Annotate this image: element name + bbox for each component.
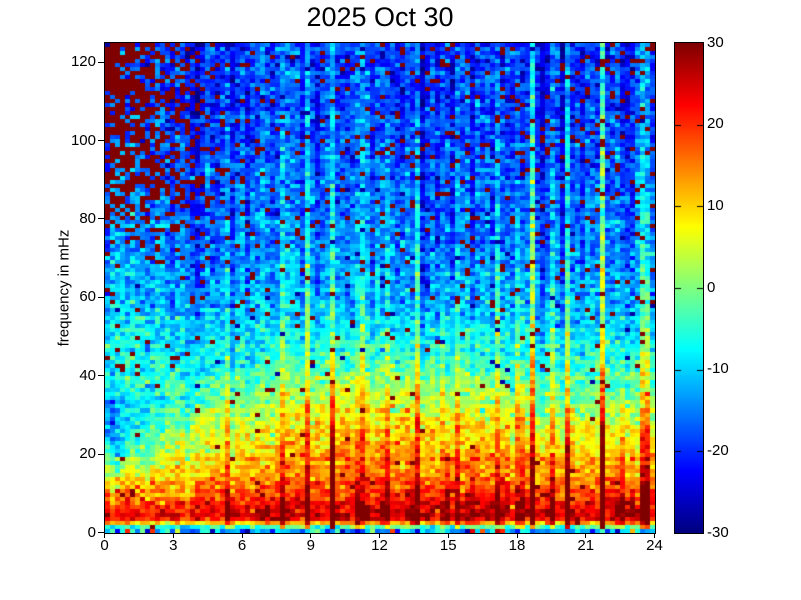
x-tick-label: 12 [371,537,388,554]
y-tick-label: 40 [79,366,96,384]
chart-title: 2025 Oct 30 [306,2,454,32]
x-tick-label: 0 [100,537,109,554]
colorbar-tick-label: 20 [707,115,724,133]
y-tick-label: 120 [70,53,96,71]
y-tick-label: 100 [70,131,96,149]
y-tick-label: 20 [79,445,96,463]
x-tick-label: 9 [306,537,315,554]
y-tick-label: 80 [79,209,96,227]
x-tick-label: 3 [169,537,178,554]
colorbar-tick-label: 30 [707,33,724,51]
x-tick-label: 15 [439,537,457,554]
y-tick-label: 0 [87,523,96,541]
y-axis-label: frequency in mHz [55,229,73,347]
spectrogram-heatmap [105,43,655,533]
plot-area [104,42,656,534]
x-tick-label: 24 [646,537,663,554]
colorbar-tick-label: 10 [707,196,724,214]
colorbar-tick-label: -10 [707,360,729,378]
colorbar-tick-label: 0 [707,278,716,296]
x-tick-label: 6 [237,537,247,554]
colorbar [674,42,704,534]
colorbar-tick-label: -30 [707,523,729,541]
colorbar-gradient [675,43,703,533]
x-tick-label: 21 [577,537,595,554]
x-tick-label: 18 [508,537,526,554]
colorbar-tick-label: -20 [707,441,729,459]
